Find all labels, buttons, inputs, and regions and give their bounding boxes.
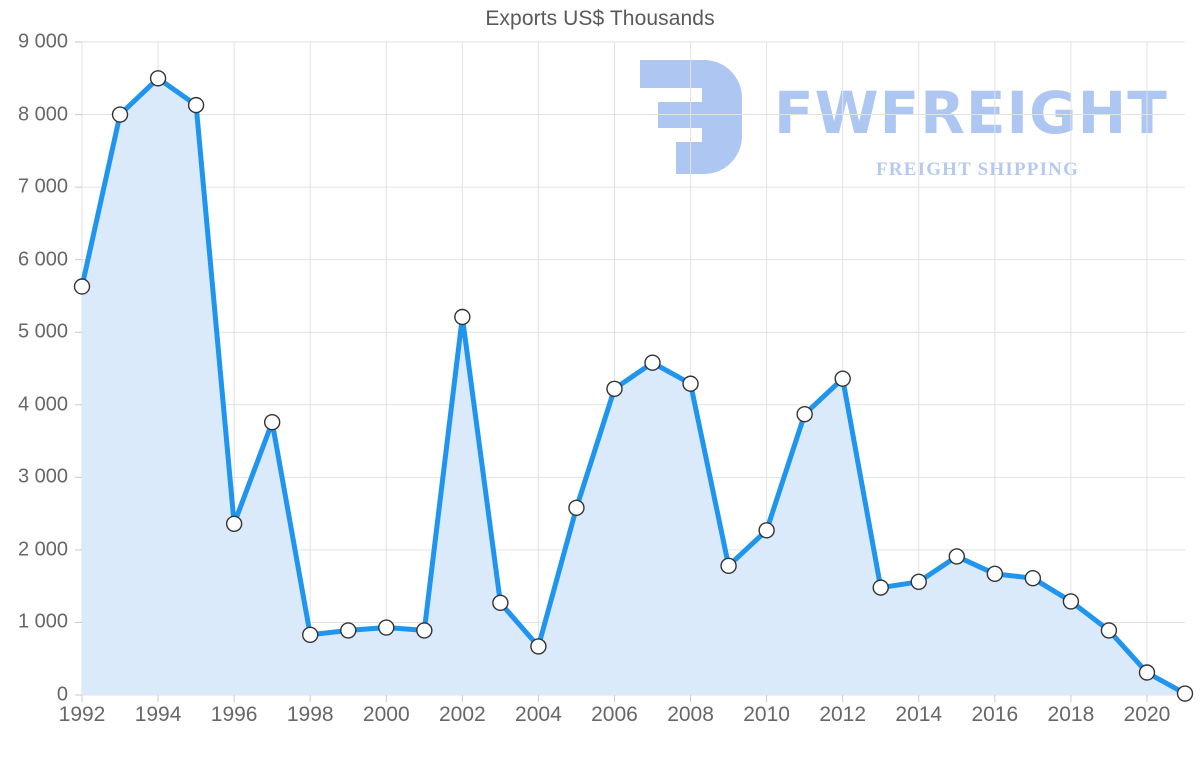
data-point-marker[interactable] xyxy=(948,548,965,565)
x-tick-label: 2018 xyxy=(1047,703,1095,726)
y-tick-label: 0 xyxy=(56,683,68,706)
data-point-marker[interactable] xyxy=(149,70,167,87)
data-point-marker[interactable] xyxy=(302,626,319,643)
y-tick-label: 9 000 xyxy=(17,30,68,53)
data-point-marker[interactable] xyxy=(340,622,357,639)
data-point-marker[interactable] xyxy=(378,619,395,636)
y-tick-label: 3 000 xyxy=(17,465,68,488)
data-point-marker[interactable] xyxy=(416,622,433,639)
x-tick-label: 2008 xyxy=(667,703,714,726)
y-tick-label: 6 000 xyxy=(17,248,68,271)
data-point-marker[interactable] xyxy=(910,573,927,591)
data-point-marker[interactable] xyxy=(682,375,699,392)
y-tick-label: 2 000 xyxy=(17,538,68,561)
data-point-marker[interactable] xyxy=(187,96,205,114)
x-tick-label: 1996 xyxy=(210,703,258,726)
data-point-marker[interactable] xyxy=(1138,664,1156,681)
x-tick-label: 2020 xyxy=(1123,703,1171,726)
data-point-marker[interactable] xyxy=(492,594,509,612)
x-tick-marks xyxy=(81,695,1148,702)
x-tick-label: 2004 xyxy=(515,703,562,726)
area-fill xyxy=(82,78,1185,695)
data-point-marker[interactable] xyxy=(530,638,547,655)
y-tick-label: 1 000 xyxy=(17,610,68,633)
data-point-marker[interactable] xyxy=(1100,622,1118,639)
data-point-marker[interactable] xyxy=(1176,685,1194,702)
x-tick-label: 2000 xyxy=(362,703,410,726)
data-point-marker[interactable] xyxy=(834,370,851,387)
data-point-marker[interactable] xyxy=(872,579,889,596)
data-point-marker[interactable] xyxy=(263,413,281,431)
data-point-marker[interactable] xyxy=(225,515,243,532)
data-point-marker[interactable] xyxy=(111,106,129,123)
x-tick-label: 2010 xyxy=(743,703,790,726)
data-point-marker[interactable] xyxy=(758,522,775,539)
chart-title: Exports US$ Thousands xyxy=(485,7,715,30)
x-tick-label: 2012 xyxy=(819,703,867,726)
y-tick-label: 7 000 xyxy=(17,175,68,198)
data-point-marker[interactable] xyxy=(1062,593,1080,610)
y-tick-marks xyxy=(75,41,82,696)
data-point-marker[interactable] xyxy=(644,354,661,371)
data-point-marker[interactable] xyxy=(454,308,471,326)
data-point-marker[interactable] xyxy=(720,557,737,575)
y-tick-label: 5 000 xyxy=(17,320,68,343)
x-tick-label: 2002 xyxy=(438,703,486,726)
data-point-marker[interactable] xyxy=(796,406,813,423)
x-tick-label: 1998 xyxy=(286,703,334,726)
y-tick-label: 4 000 xyxy=(17,393,68,416)
data-point-marker[interactable] xyxy=(1024,569,1042,587)
data-point-marker[interactable] xyxy=(73,278,91,295)
data-point-markers[interactable] xyxy=(73,70,1194,702)
x-tick-label: 2014 xyxy=(895,703,943,726)
data-point-marker[interactable] xyxy=(606,380,623,398)
y-tick-label: 8 000 xyxy=(17,103,68,126)
x-tick-label: 1992 xyxy=(58,703,106,726)
data-point-marker[interactable] xyxy=(568,499,585,517)
x-tick-label: 2016 xyxy=(971,703,1019,726)
data-point-marker[interactable] xyxy=(986,565,1004,583)
x-tick-label: 2006 xyxy=(591,703,638,726)
x-tick-label: 1994 xyxy=(134,703,182,726)
